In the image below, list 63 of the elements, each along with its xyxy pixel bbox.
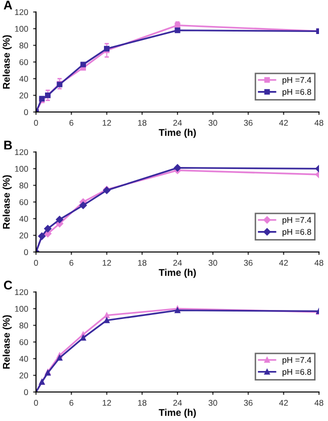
y-tick-label: 100 <box>15 26 28 32</box>
x-tick-label: 6 <box>69 260 74 266</box>
x-tick-label: 48 <box>314 260 324 266</box>
x-tick-label: 0 <box>34 260 38 266</box>
x-tick-label: 36 <box>244 400 253 406</box>
x-tick-label: 36 <box>244 260 253 266</box>
y-tick-label: 40 <box>19 76 28 82</box>
x-tick-label: 24 <box>173 400 182 406</box>
chart-title: A <box>4 0 12 10</box>
y-tick-label: 60 <box>20 199 28 206</box>
x-tick-label: 18 <box>138 120 146 126</box>
y-tick-label: 0 <box>24 109 28 116</box>
y-tick-label: 80 <box>19 182 28 188</box>
y-tick-label: 40 <box>19 216 28 222</box>
x-tick-label: 48 <box>314 400 324 406</box>
chart-title: B <box>4 140 12 150</box>
y-tick-label: 100 <box>15 306 28 312</box>
x-tick-label: 12 <box>102 400 111 406</box>
x-axis-title: Time (h) <box>158 408 196 418</box>
x-tick-label: 30 <box>208 120 218 126</box>
y-tick-label: 100 <box>15 166 28 172</box>
y-tick-label: 120 <box>15 149 28 156</box>
x-tick-label: 18 <box>138 400 146 406</box>
x-tick-label: 36 <box>244 120 253 126</box>
y-tick-label: 120 <box>15 9 28 16</box>
y-axis-title: Release (%) <box>2 35 12 89</box>
y-tick-label: 60 <box>20 59 28 66</box>
y-tick-label: 80 <box>19 42 28 48</box>
x-axis-title: Time (h) <box>158 128 196 138</box>
y-tick-label: 80 <box>19 322 28 328</box>
x-tick-label: 12 <box>102 120 111 126</box>
x-tick-label: 6 <box>69 400 74 406</box>
legend-label: pH =6.8 <box>282 88 312 96</box>
x-axis-title: Time (h) <box>158 268 196 278</box>
x-tick-label: 12 <box>102 260 111 266</box>
y-tick-label: 20 <box>20 372 28 378</box>
x-tick-label: 24 <box>173 120 182 126</box>
x-tick-label: 42 <box>279 400 288 406</box>
y-tick-label: 0 <box>24 389 28 396</box>
x-tick-label: 42 <box>279 260 288 266</box>
y-tick-label: 120 <box>15 289 28 296</box>
x-tick-label: 42 <box>279 120 288 126</box>
x-tick-label: 30 <box>208 400 218 406</box>
y-axis-title: Release (%) <box>2 175 12 229</box>
legend-label: pH =6.8 <box>282 228 312 236</box>
y-tick-label: 60 <box>20 339 28 346</box>
legend-label: pH =6.8 <box>282 368 312 376</box>
x-tick-label: 48 <box>314 120 324 126</box>
y-tick-label: 0 <box>24 249 28 256</box>
legend-label: pH =7.4 <box>282 357 312 365</box>
x-tick-label: 30 <box>208 260 218 266</box>
x-tick-label: 24 <box>173 260 182 266</box>
x-tick-label: 0 <box>34 400 38 406</box>
x-tick-label: 18 <box>138 260 146 266</box>
y-tick-label: 40 <box>19 356 28 362</box>
x-tick-label: 0 <box>34 120 38 126</box>
x-tick-label: 6 <box>69 120 74 126</box>
y-tick-label: 20 <box>20 232 28 238</box>
legend-label: pH =7.4 <box>282 77 312 85</box>
chart-title: C <box>4 280 12 290</box>
legend-label: pH =7.4 <box>282 217 312 225</box>
y-tick-label: 20 <box>20 92 28 98</box>
y-axis-title: Release (%) <box>2 315 12 369</box>
